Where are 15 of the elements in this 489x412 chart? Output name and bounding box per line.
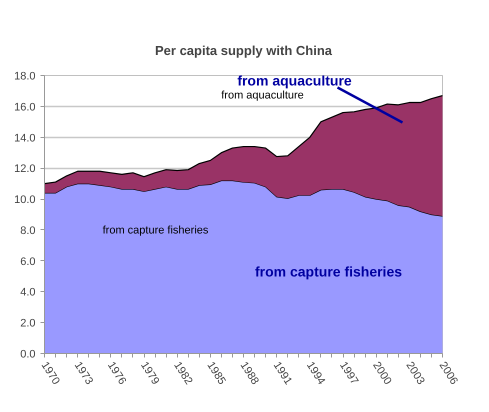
annotation: from aquaculture — [237, 72, 352, 88]
annotation: from capture fisheries — [102, 224, 209, 236]
y-tick-label: 0.0 — [20, 348, 36, 360]
y-tick-label: 10.0 — [14, 194, 36, 206]
y-tick-label: 12.0 — [14, 163, 36, 176]
y-tick-label: 16.0 — [14, 101, 36, 114]
y-tick-label: 6.0 — [20, 256, 36, 268]
annotation: from capture fisheries — [254, 264, 402, 280]
y-tick-label: 18.0 — [14, 70, 36, 82]
y-tick-label: 14.0 — [14, 132, 36, 144]
y-tick-label: 8.0 — [20, 224, 36, 237]
y-tick-label: 4.0 — [20, 286, 36, 299]
y-tick-label: 2.0 — [20, 318, 36, 330]
annotation: from aquaculture — [221, 90, 304, 102]
chart-title: Per capita supply with China — [155, 43, 333, 58]
